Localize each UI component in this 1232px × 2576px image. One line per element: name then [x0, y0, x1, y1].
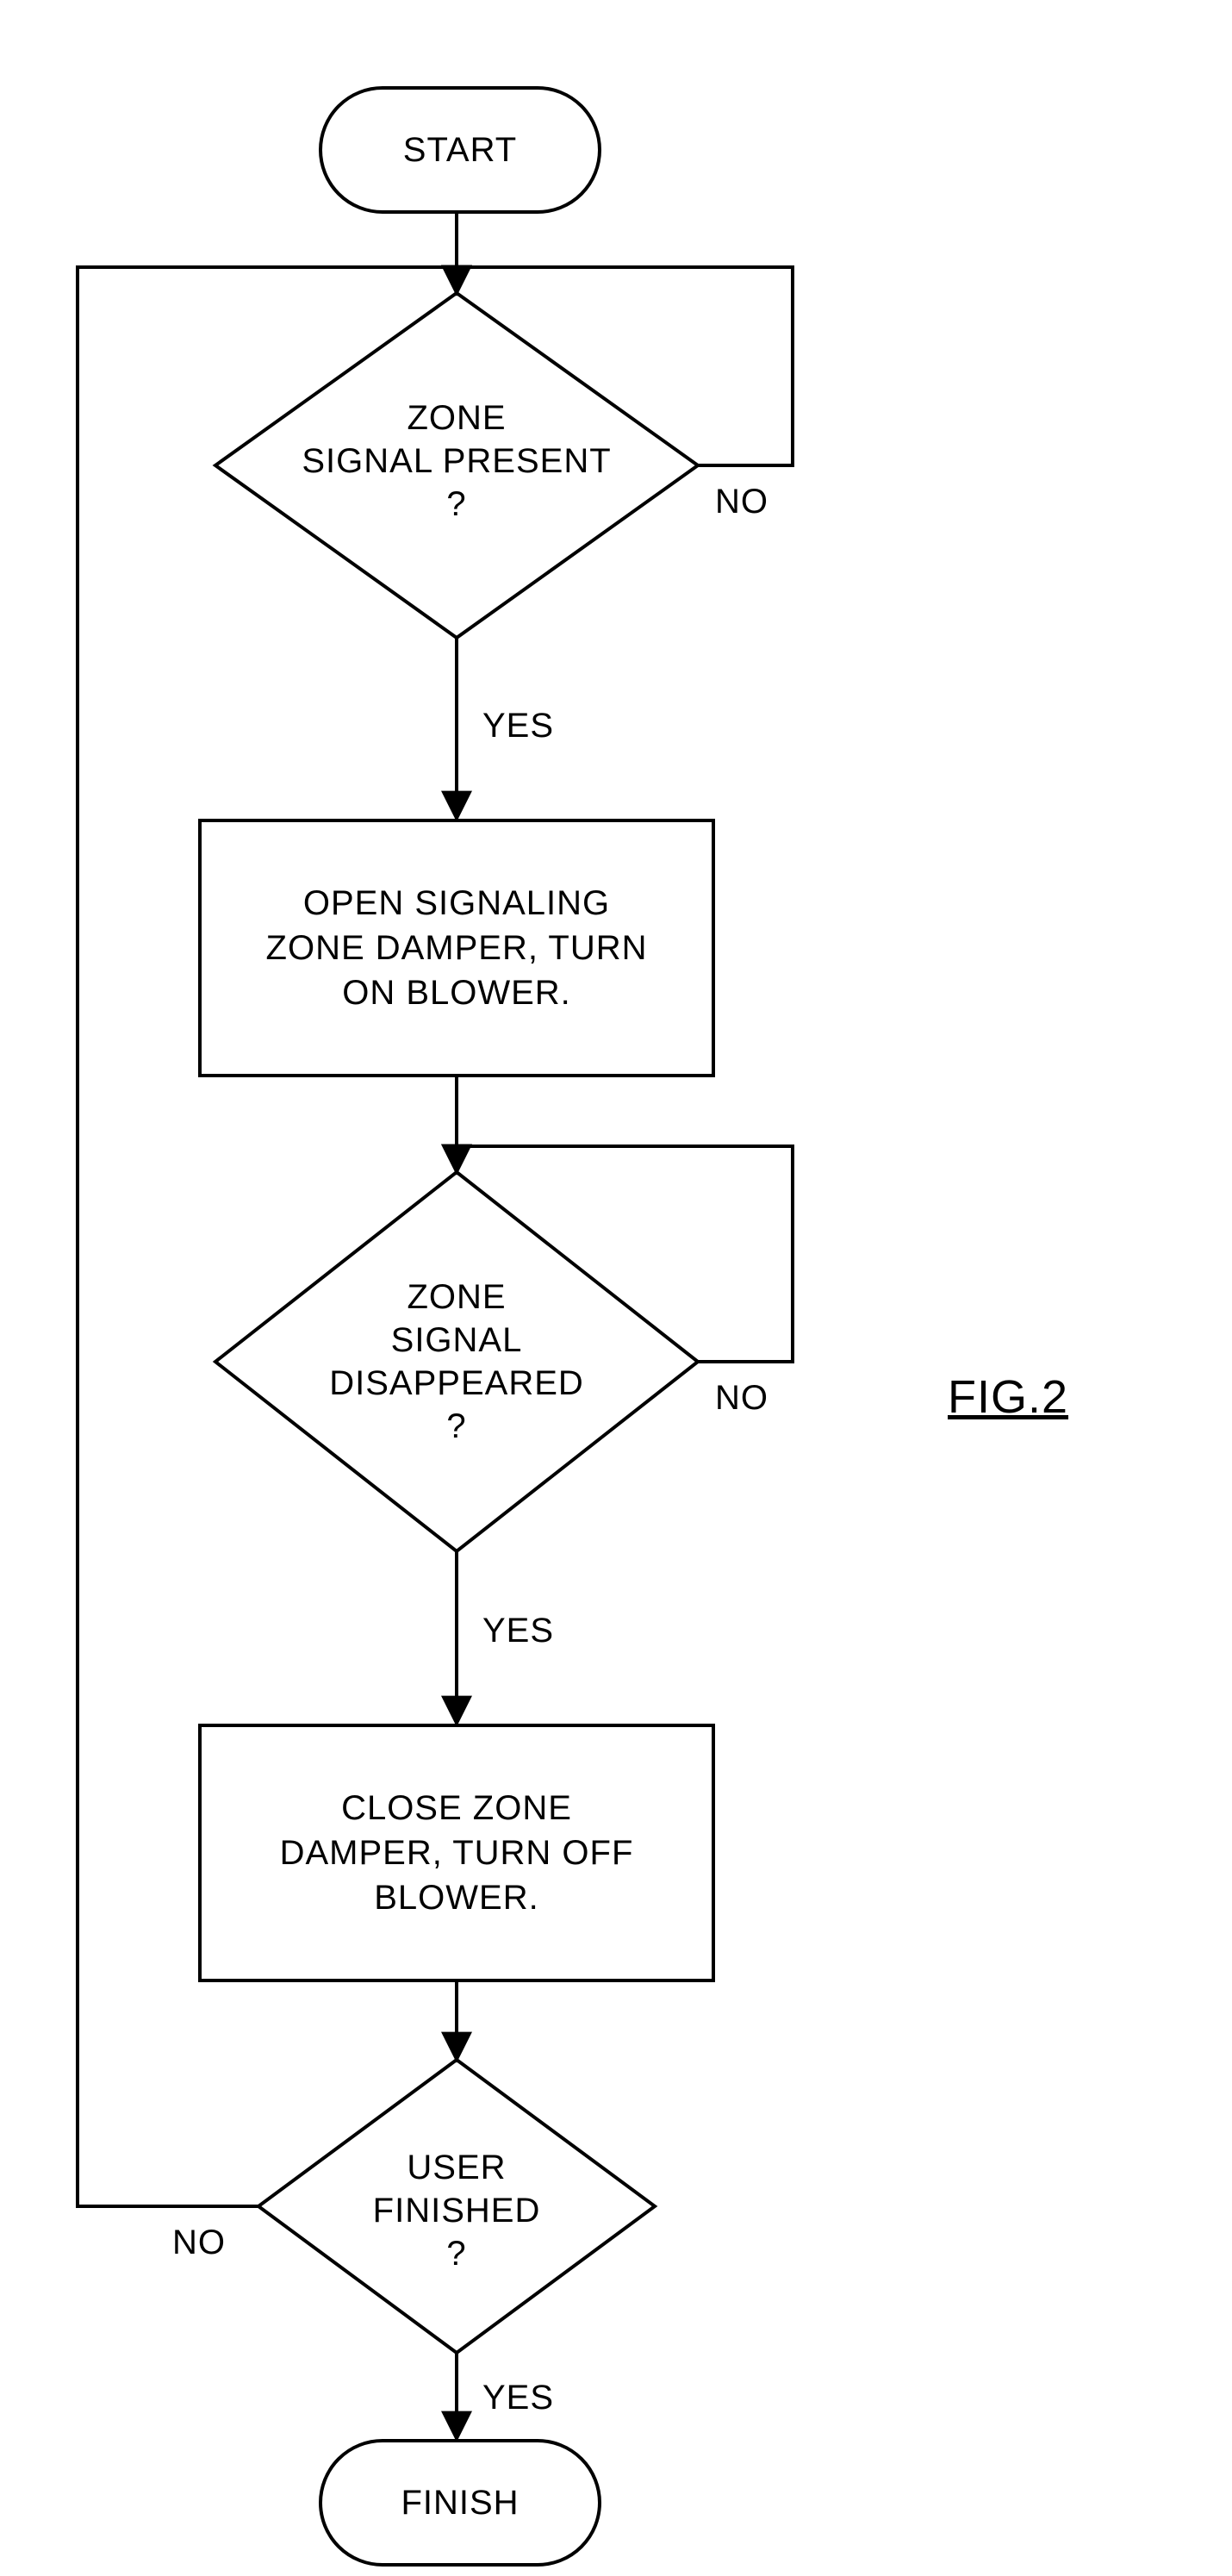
d1-label: ZONESIGNAL PRESENT? — [302, 399, 611, 523]
process-open-damper: OPEN SIGNALINGZONE DAMPER, TURNON BLOWER… — [198, 819, 715, 1077]
d2-label: ZONESIGNALDISAPPEARED? — [329, 1278, 584, 1445]
label-d1-yes: YES — [482, 707, 554, 745]
process-close-damper-label: CLOSE ZONEDAMPER, TURN OFFBLOWER. — [280, 1786, 634, 1920]
decision-d1-text: ZONESIGNAL PRESENT? — [284, 396, 629, 526]
label-d2-no: NO — [715, 1379, 768, 1418]
d3-label: USERFINISHED? — [373, 2149, 541, 2273]
finish-label: FINISH — [401, 2484, 519, 2523]
label-d3-yes: YES — [482, 2379, 554, 2417]
figure-label: FIG.2 — [948, 1370, 1068, 1424]
decision-d3-text: USERFINISHED? — [327, 2146, 586, 2275]
process-open-damper-label: OPEN SIGNALINGZONE DAMPER, TURNON BLOWER… — [266, 881, 648, 1015]
label-d2-yes: YES — [482, 1612, 554, 1650]
decision-d2-text: ZONESIGNALDISAPPEARED? — [284, 1276, 629, 1448]
label-d3-no: NO — [172, 2224, 226, 2262]
start-label: START — [403, 131, 517, 170]
process-close-damper: CLOSE ZONEDAMPER, TURN OFFBLOWER. — [198, 1724, 715, 1982]
label-d1-no: NO — [715, 483, 768, 521]
terminator-start: START — [319, 86, 601, 214]
terminator-finish: FINISH — [319, 2439, 601, 2567]
